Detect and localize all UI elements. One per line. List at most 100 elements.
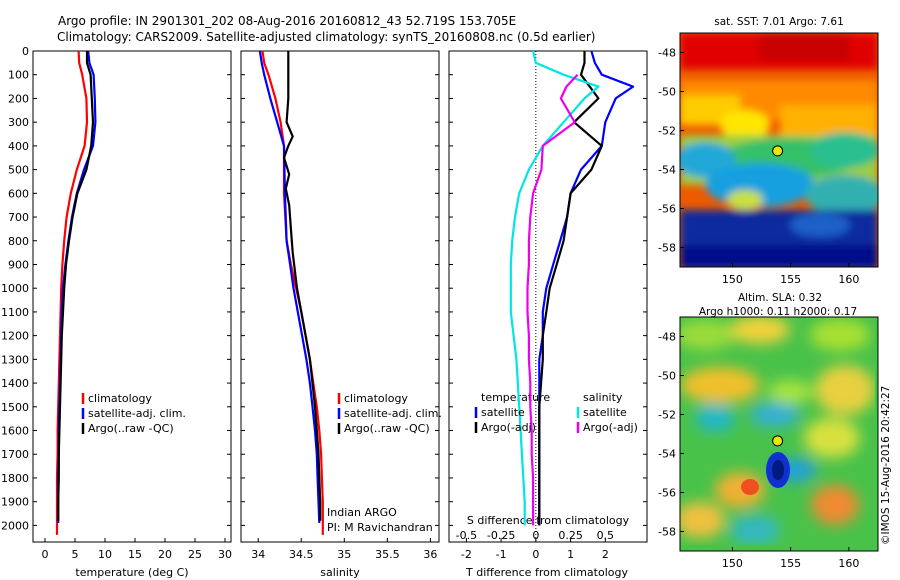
salinity-legend-entry: climatology [344, 392, 408, 405]
depth-tick-label: 1900 [1, 496, 29, 509]
depth-tick-label: 0 [22, 45, 29, 58]
temperature-xtick-label: 25 [188, 548, 202, 561]
sla-map-lat-tick-label: -58 [658, 526, 676, 539]
sst-map-lon-tick-label: 160 [838, 273, 859, 286]
sst-map-lat-tick-label: -50 [658, 86, 676, 99]
depth-tick-label: 1200 [1, 330, 29, 343]
temperature-series-line [57, 51, 95, 521]
salinity-legend-entry: satellite-adj. clim. [344, 407, 442, 420]
depth-tick-label: 800 [8, 235, 29, 248]
sst-map-lat-tick-label: -52 [658, 125, 676, 138]
depth-tick-label: 1700 [1, 448, 29, 461]
salinity-xtick-label: 35 [337, 548, 351, 561]
salinity-x-label: salinity [320, 566, 360, 579]
legend-temperature-header: temperature [481, 391, 550, 404]
difference-xtick-label: -1 [496, 548, 507, 561]
difference-legend-entry: Argo(-adj) [583, 421, 638, 434]
figure-title: Argo profile: IN 2901301_202 08-Aug-2016… [58, 14, 516, 28]
temperature-x-label: temperature (deg C) [75, 566, 188, 579]
temperature-series-line [55, 50, 89, 535]
depth-tick-label: 300 [8, 116, 29, 129]
difference-xtick-label: 2 [602, 548, 609, 561]
temperature-xtick-label: 30 [218, 548, 232, 561]
difference-series-line [509, 50, 600, 526]
sla-map-frame [679, 316, 879, 552]
credit-annotation-line2: PI: M Ravichandran [327, 521, 433, 534]
depth-tick-label: 600 [8, 187, 29, 200]
difference-xtick-label: -2 [461, 548, 472, 561]
difference-x2tick-label: -0.5 [456, 529, 477, 542]
sla-map-lat-tick-label: -56 [658, 487, 676, 500]
depth-tick-label: 1500 [1, 401, 29, 414]
sst-map-lat-tick-label: -58 [658, 242, 676, 255]
temperature-xtick-label: 15 [128, 548, 142, 561]
salinity-xtick-label: 36 [423, 548, 437, 561]
salinity-xtick-label: 35.5 [375, 548, 400, 561]
difference-x2tick-label: 0.5 [597, 529, 615, 542]
sla-map-lat-tick-label: -52 [658, 409, 676, 422]
difference-x-label: T difference from climatology [465, 566, 628, 579]
temperature-legend-entry: satellite-adj. clim. [88, 407, 186, 420]
depth-tick-label: 1300 [1, 353, 29, 366]
difference-legend-entry: satellite [481, 406, 525, 419]
sla-map-lon-tick-label: 160 [838, 557, 859, 570]
figure-subtitle: Climatology: CARS2009. Satellite-adjuste… [57, 30, 595, 44]
sla-map-title: Altim. SLA: 0.32 [738, 292, 822, 304]
salinity-xtick-label: 34.5 [289, 548, 314, 561]
salinity-series-line [258, 50, 321, 524]
credit-annotation-line1: Indian ARGO [327, 506, 397, 519]
imos-credit: ©IMOS 15-Aug-2016 20:42:27 [880, 386, 892, 545]
depth-tick-label: 1000 [1, 282, 29, 295]
difference-x2-label: S difference from climatology [467, 514, 630, 527]
depth-tick-label: 400 [8, 140, 29, 153]
sla-map-panel: Altim. SLA: 0.32 Argo h1000: 0.11 h2000:… [679, 292, 879, 552]
sst-map-lat-tick-label: -56 [658, 203, 676, 216]
sla-map-lat-tick-label: -54 [658, 448, 676, 461]
depth-tick-label: 2000 [1, 519, 29, 532]
depth-tick-label: 1800 [1, 472, 29, 485]
sla-map-subtitle: Argo h1000: 0.11 h2000: 0.17 [699, 306, 857, 318]
difference-legend-entry: Argo(-adj) [481, 421, 536, 434]
temperature-legend-entry: Argo(..raw -QC) [88, 422, 174, 435]
depth-tick-label: 200 [8, 92, 29, 105]
depth-tick-label: 1100 [1, 306, 29, 319]
sla-map-image [680, 317, 878, 551]
sla-map-lon-tick-label: 155 [780, 557, 801, 570]
temperature-legend-entry: climatology [88, 392, 152, 405]
legend-salinity-header: salinity [583, 391, 623, 404]
depth-tick-label: 700 [8, 211, 29, 224]
sla-map-lon-tick-label: 150 [722, 557, 743, 570]
sst-map-panel: sat. SST: 7.01 Argo: 7.61 [679, 16, 879, 268]
temperature-xtick-label: 10 [98, 548, 112, 561]
difference-xtick-label: 0 [532, 548, 539, 561]
sla-argo-location-marker [772, 435, 784, 447]
salinity-series-line [282, 51, 322, 521]
difference-series-line [526, 73, 579, 526]
difference-legend-entry: satellite [583, 406, 627, 419]
difference-x2tick-label: 0.25 [558, 529, 583, 542]
depth-tick-label: 900 [8, 258, 29, 271]
sst-map-lat-tick-label: -54 [658, 164, 676, 177]
depth-tick-label: 1400 [1, 377, 29, 390]
salinity-panel: salinity Indian ARGO PI: M Ravichandran … [240, 50, 442, 579]
depth-tick-label: 100 [8, 69, 29, 82]
sst-map-lat-tick-label: -48 [658, 47, 676, 60]
temperature-xtick-label: 5 [72, 548, 79, 561]
sst-map-lon-tick-label: 150 [722, 273, 743, 286]
difference-x2tick-label: 0 [532, 529, 539, 542]
sst-map-title: sat. SST: 7.01 Argo: 7.61 [714, 16, 844, 28]
sst-map-frame [679, 32, 879, 268]
sst-map-lon-tick-label: 155 [780, 273, 801, 286]
salinity-axes-frame [240, 50, 440, 543]
salinity-xtick-label: 34 [251, 548, 265, 561]
temperature-xtick-label: 0 [42, 548, 49, 561]
difference-panel: T difference from climatology S differen… [448, 50, 648, 579]
temperature-xtick-label: 20 [158, 548, 172, 561]
salinity-legend-entry: Argo(..raw -QC) [344, 422, 430, 435]
depth-tick-label: 1600 [1, 425, 29, 438]
sst-argo-location-marker [772, 145, 784, 157]
difference-series-line [538, 51, 603, 526]
sla-map-lat-tick-label: -48 [658, 331, 676, 344]
difference-xtick-label: 1 [567, 548, 574, 561]
